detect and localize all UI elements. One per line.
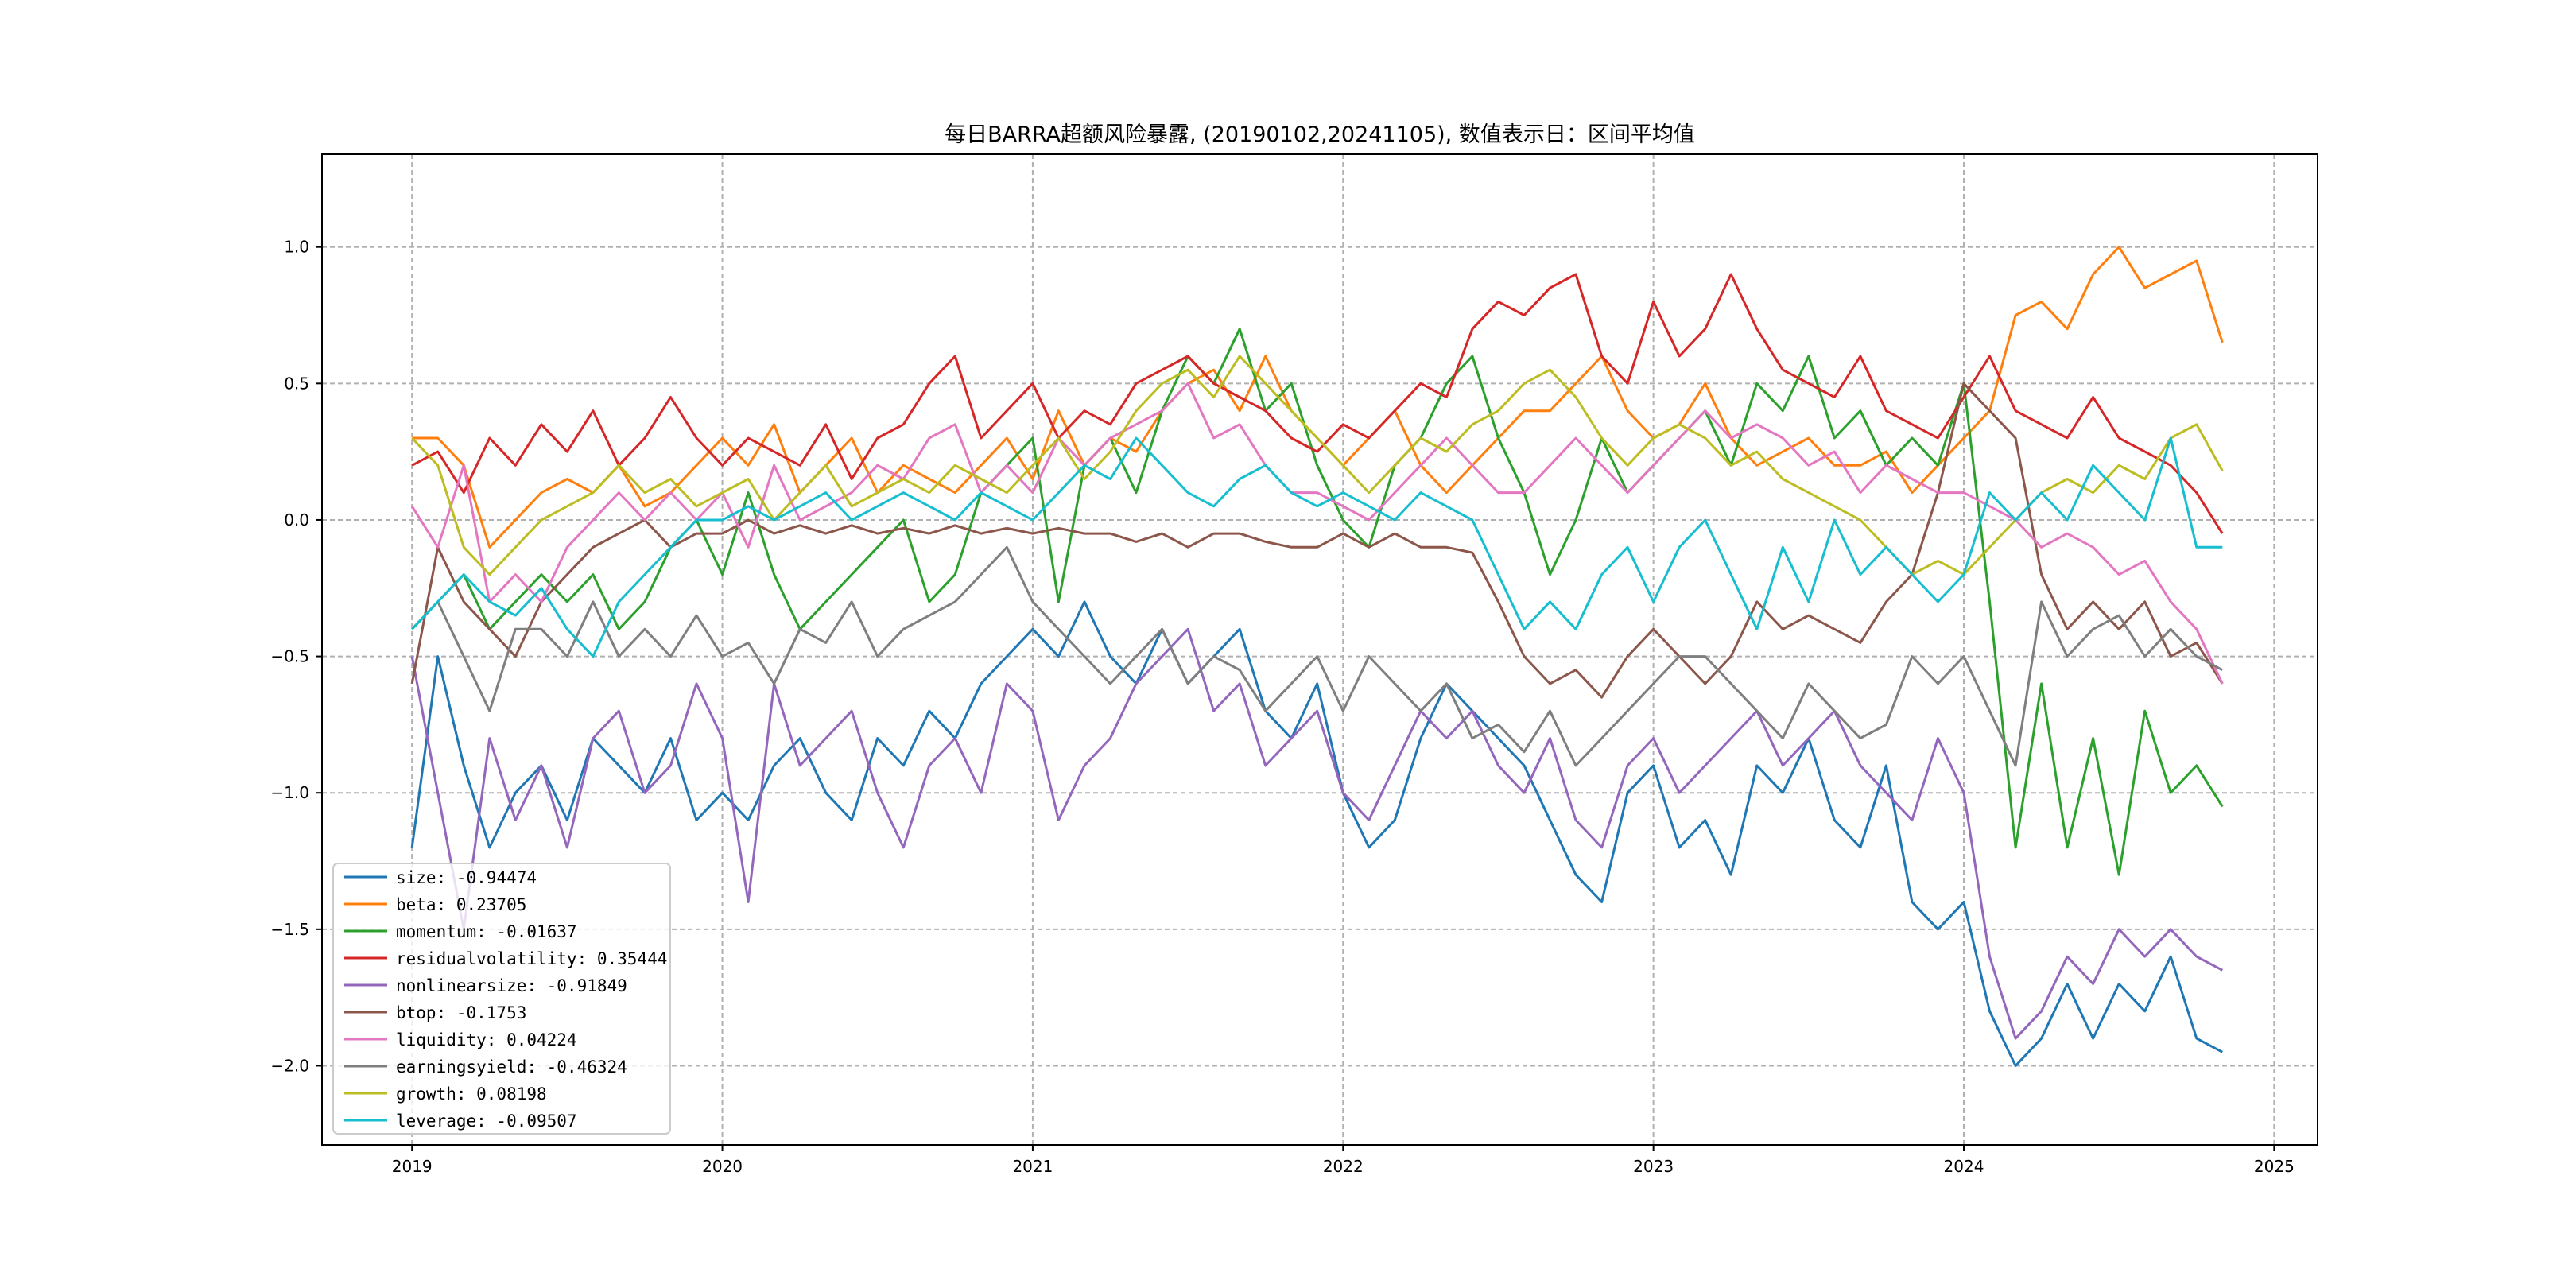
y-tick-label: −1.0: [270, 783, 309, 802]
legend-label-momentum: momentum: -0.01637: [396, 922, 577, 941]
x-tick-label: 2019: [392, 1157, 433, 1176]
legend-label-earningsyield: earningsyield: -0.46324: [396, 1057, 627, 1077]
y-tick-label: 1.0: [284, 238, 309, 257]
legend-label-residualvolatility: residualvolatility: 0.35444: [396, 949, 667, 968]
grid: [322, 154, 2318, 1145]
x-axis: 2019 2020 2021 2022 2023 2024 2025: [392, 1145, 2295, 1176]
legend-label-beta: beta: 0.23705: [396, 895, 526, 914]
legend-box: [332, 863, 671, 1135]
y-tick-label: −0.5: [270, 647, 309, 666]
legend-label-growth: growth: 0.08198: [396, 1084, 547, 1104]
series-line-leverage: [411, 436, 2223, 658]
series-line-residualvolatility: [411, 273, 2224, 534]
series-line-btop: [410, 382, 2224, 699]
x-tick-label: 2023: [1633, 1157, 1674, 1176]
series-line-growth: [411, 355, 2224, 576]
series-line-earningsyield: [411, 545, 2223, 767]
legend-label-nonlinearsize: nonlinearsize: -0.91849: [396, 976, 627, 995]
y-tick-label: −2.0: [270, 1056, 309, 1075]
legend-label-leverage: leverage: -0.09507: [396, 1111, 577, 1131]
chart-title: 每日BARRA超额风险暴露, (20190102,20241105), 数值表示…: [945, 122, 1695, 147]
series-line-liquidity: [410, 382, 2224, 685]
series-line-size: [410, 600, 2224, 1067]
y-axis: −2.0 −1.5 −1.0 −0.5 0.0 0.5 1.0: [270, 238, 322, 1075]
series-line-nonlinearsize: [410, 627, 2223, 1040]
y-tick-label: 0.5: [284, 374, 309, 393]
legend-label-size: size: -0.94474: [396, 868, 537, 887]
x-tick-label: 2024: [1944, 1157, 1984, 1176]
x-tick-label: 2020: [702, 1157, 743, 1176]
series-line-momentum: [411, 328, 2224, 876]
x-tick-label: 2021: [1012, 1157, 1053, 1176]
x-tick-label: 2025: [2254, 1157, 2295, 1176]
y-tick-label: 0.0: [284, 510, 309, 530]
y-tick-label: −1.5: [270, 920, 309, 939]
x-tick-label: 2022: [1323, 1157, 1364, 1176]
legend-label-liquidity: liquidity: 0.04224: [396, 1030, 577, 1049]
plot-frame: [321, 153, 2318, 1146]
legend-label-btop: btop: -0.1753: [396, 1003, 526, 1022]
series-line-beta: [412, 246, 2224, 549]
series-lines: [410, 246, 2224, 1067]
legend: size: -0.94474 beta: 0.23705 momentum: -0.…: [332, 863, 671, 1135]
